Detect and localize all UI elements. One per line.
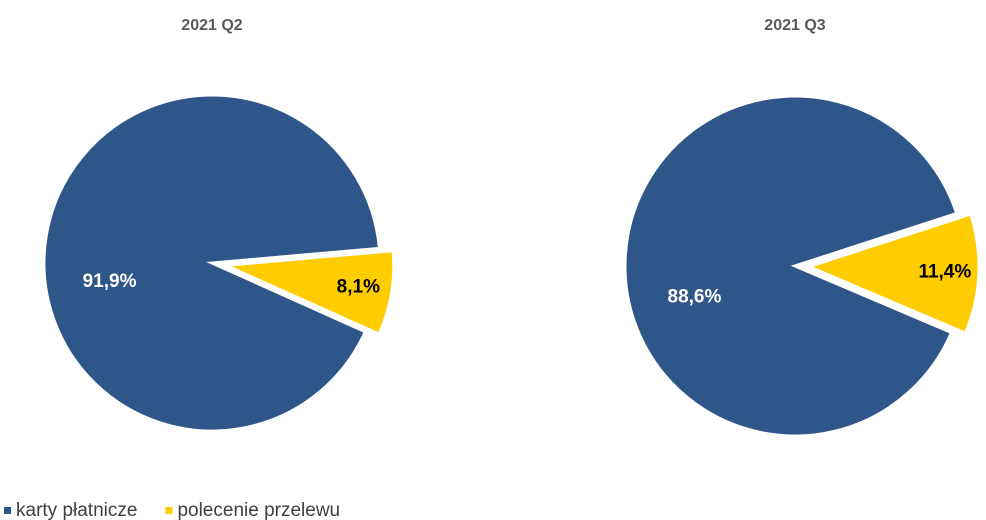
legend-swatch [165,507,173,514]
pie-slice [219,249,396,337]
chart-title: 2021 Q2 [181,17,242,34]
legend-swatch [4,507,11,514]
legend-label: polecenie przelewu [177,500,340,520]
legend-label: karty płatnicze [16,500,137,520]
pie-slice [42,93,381,433]
pie-slice [623,94,959,438]
data-label: 8,1% [337,277,380,298]
chart-title: 2021 Q3 [764,17,825,34]
data-label: 11,4% [918,262,971,283]
data-label: 88,6% [668,287,722,308]
pie-slice [804,212,981,336]
data-label: 91,9% [83,271,137,292]
